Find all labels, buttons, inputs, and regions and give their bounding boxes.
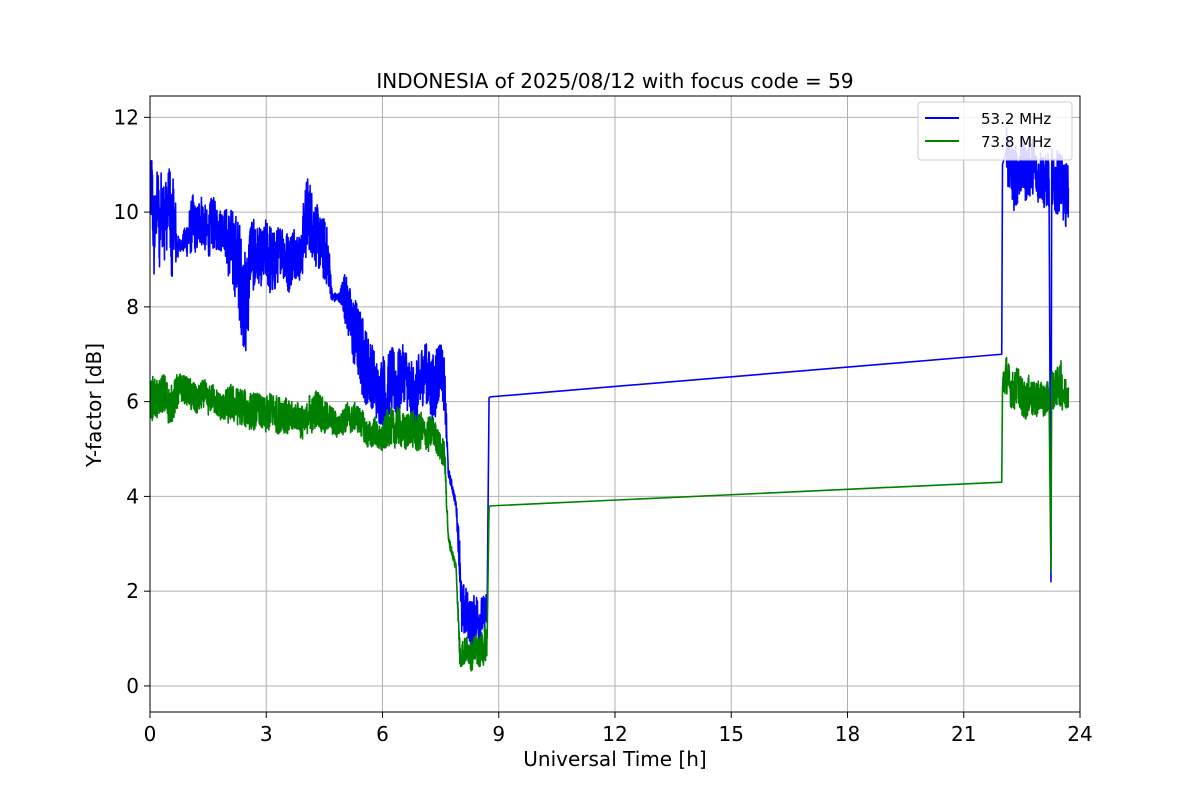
y-tick-label: 12 xyxy=(114,105,139,129)
y-axis-label: Y-factor [dB] xyxy=(82,343,106,468)
legend-label: 53.2 MHz xyxy=(981,110,1051,128)
series-0 xyxy=(150,127,1070,647)
y-tick-label: 10 xyxy=(114,200,139,224)
x-tick-label: 18 xyxy=(835,722,860,746)
y-tick-label: 0 xyxy=(126,674,139,698)
series-line-0 xyxy=(150,127,1070,647)
x-tick-label: 15 xyxy=(719,722,744,746)
y-tick-label: 2 xyxy=(126,579,139,603)
series-lines xyxy=(150,127,1070,672)
x-tick-label: 0 xyxy=(144,722,157,746)
x-tick-label: 21 xyxy=(951,722,976,746)
x-tick-label: 6 xyxy=(376,722,389,746)
x-tick-label: 3 xyxy=(260,722,273,746)
legend-label: 73.8 MHz xyxy=(981,133,1051,151)
y-tick-label: 6 xyxy=(126,390,139,414)
legend-box xyxy=(917,101,1073,161)
y-tick-label: 4 xyxy=(126,484,139,508)
y-tick-label: 8 xyxy=(126,295,139,319)
legend: 53.2 MHz 73.8 MHz xyxy=(917,101,1073,161)
series-1 xyxy=(150,356,1070,672)
series-line-1 xyxy=(150,356,1070,672)
x-axis-label: Universal Time [h] xyxy=(523,747,706,771)
x-tick-label: 12 xyxy=(602,722,627,746)
chart-title: INDONESIA of 2025/08/12 with focus code … xyxy=(376,69,853,93)
x-tick-label: 9 xyxy=(492,722,505,746)
x-tick-label: 24 xyxy=(1067,722,1092,746)
